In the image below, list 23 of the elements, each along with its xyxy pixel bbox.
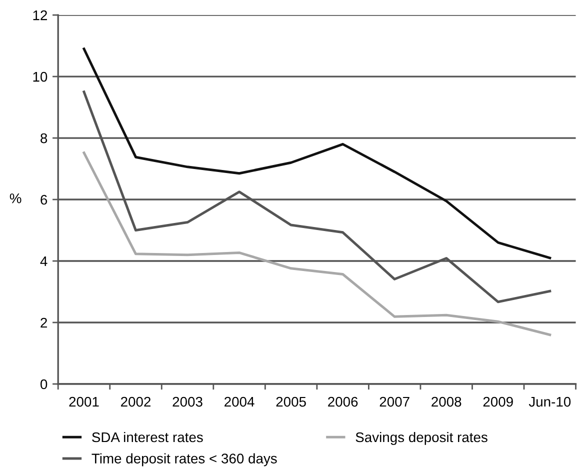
y-tick-label: 4	[40, 256, 48, 266]
x-tick-label: 2008	[432, 396, 462, 407]
y-tick-label: 10	[33, 72, 48, 82]
y-axis-title: %	[10, 193, 22, 204]
y-tick-label: 12	[33, 10, 47, 20]
x-tick-label: 2003	[172, 396, 202, 407]
line-series	[82, 48, 552, 260]
x-tick-label: Jun-10	[528, 396, 571, 407]
y-tick-label: 8	[40, 133, 48, 144]
legend-label: Time deposit rates < 360 days	[92, 453, 277, 466]
line-series	[82, 152, 552, 336]
x-tick-label: 2002	[121, 396, 151, 407]
x-tick-label: 2009	[483, 396, 513, 407]
x-tick-label: 2007	[380, 396, 410, 407]
x-tick-label: 2001	[69, 396, 99, 407]
x-tick-label: 2004	[224, 396, 254, 407]
y-tick-label: 6	[40, 194, 48, 205]
x-tick-label: 2005	[276, 396, 306, 407]
legend-label: Savings deposit rates	[356, 432, 488, 445]
y-tick-label: 2	[40, 318, 47, 328]
x-tick-label: 2006	[328, 396, 358, 407]
legend-label: SDA interest rates	[92, 432, 203, 442]
y-tick-label: 0	[40, 379, 48, 390]
